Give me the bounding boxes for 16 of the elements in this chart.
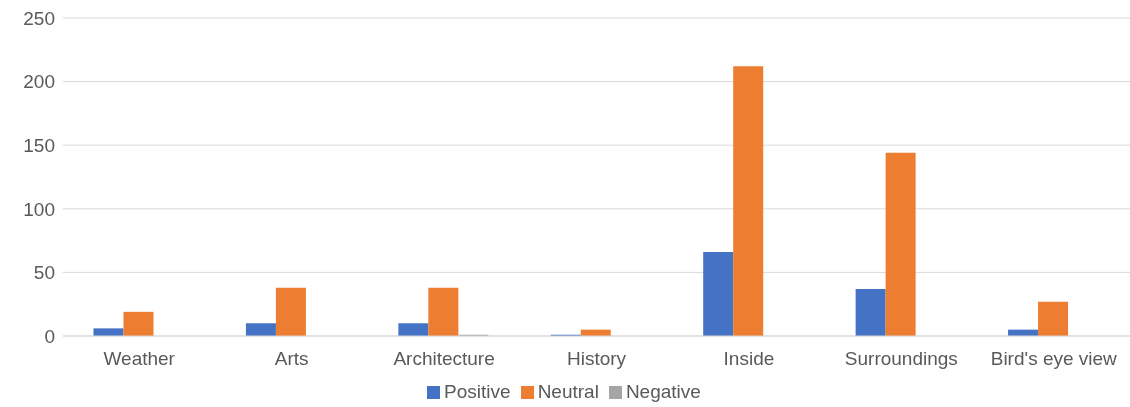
y-tick-label: 0 — [44, 325, 55, 347]
x-tick-label: Weather — [103, 348, 176, 370]
x-tick-label: History — [566, 348, 627, 370]
legend-label: Positive — [444, 381, 511, 402]
y-tick-label: 50 — [33, 262, 55, 284]
x-tick-label: Bird's eye view — [990, 348, 1118, 370]
y-tick-label: 250 — [23, 7, 55, 29]
x-tick-label: Surroundings — [844, 348, 958, 370]
y-tick-label: 150 — [23, 134, 55, 156]
x-tick-label: Architecture — [393, 348, 495, 370]
legend-label: Neutral — [537, 381, 599, 402]
x-tick-label: Inside — [723, 348, 775, 370]
y-tick-label: 100 — [23, 198, 55, 220]
legend-label: Negative — [625, 381, 701, 402]
x-tick-label: Arts — [274, 348, 309, 370]
y-tick-label: 200 — [23, 71, 55, 93]
